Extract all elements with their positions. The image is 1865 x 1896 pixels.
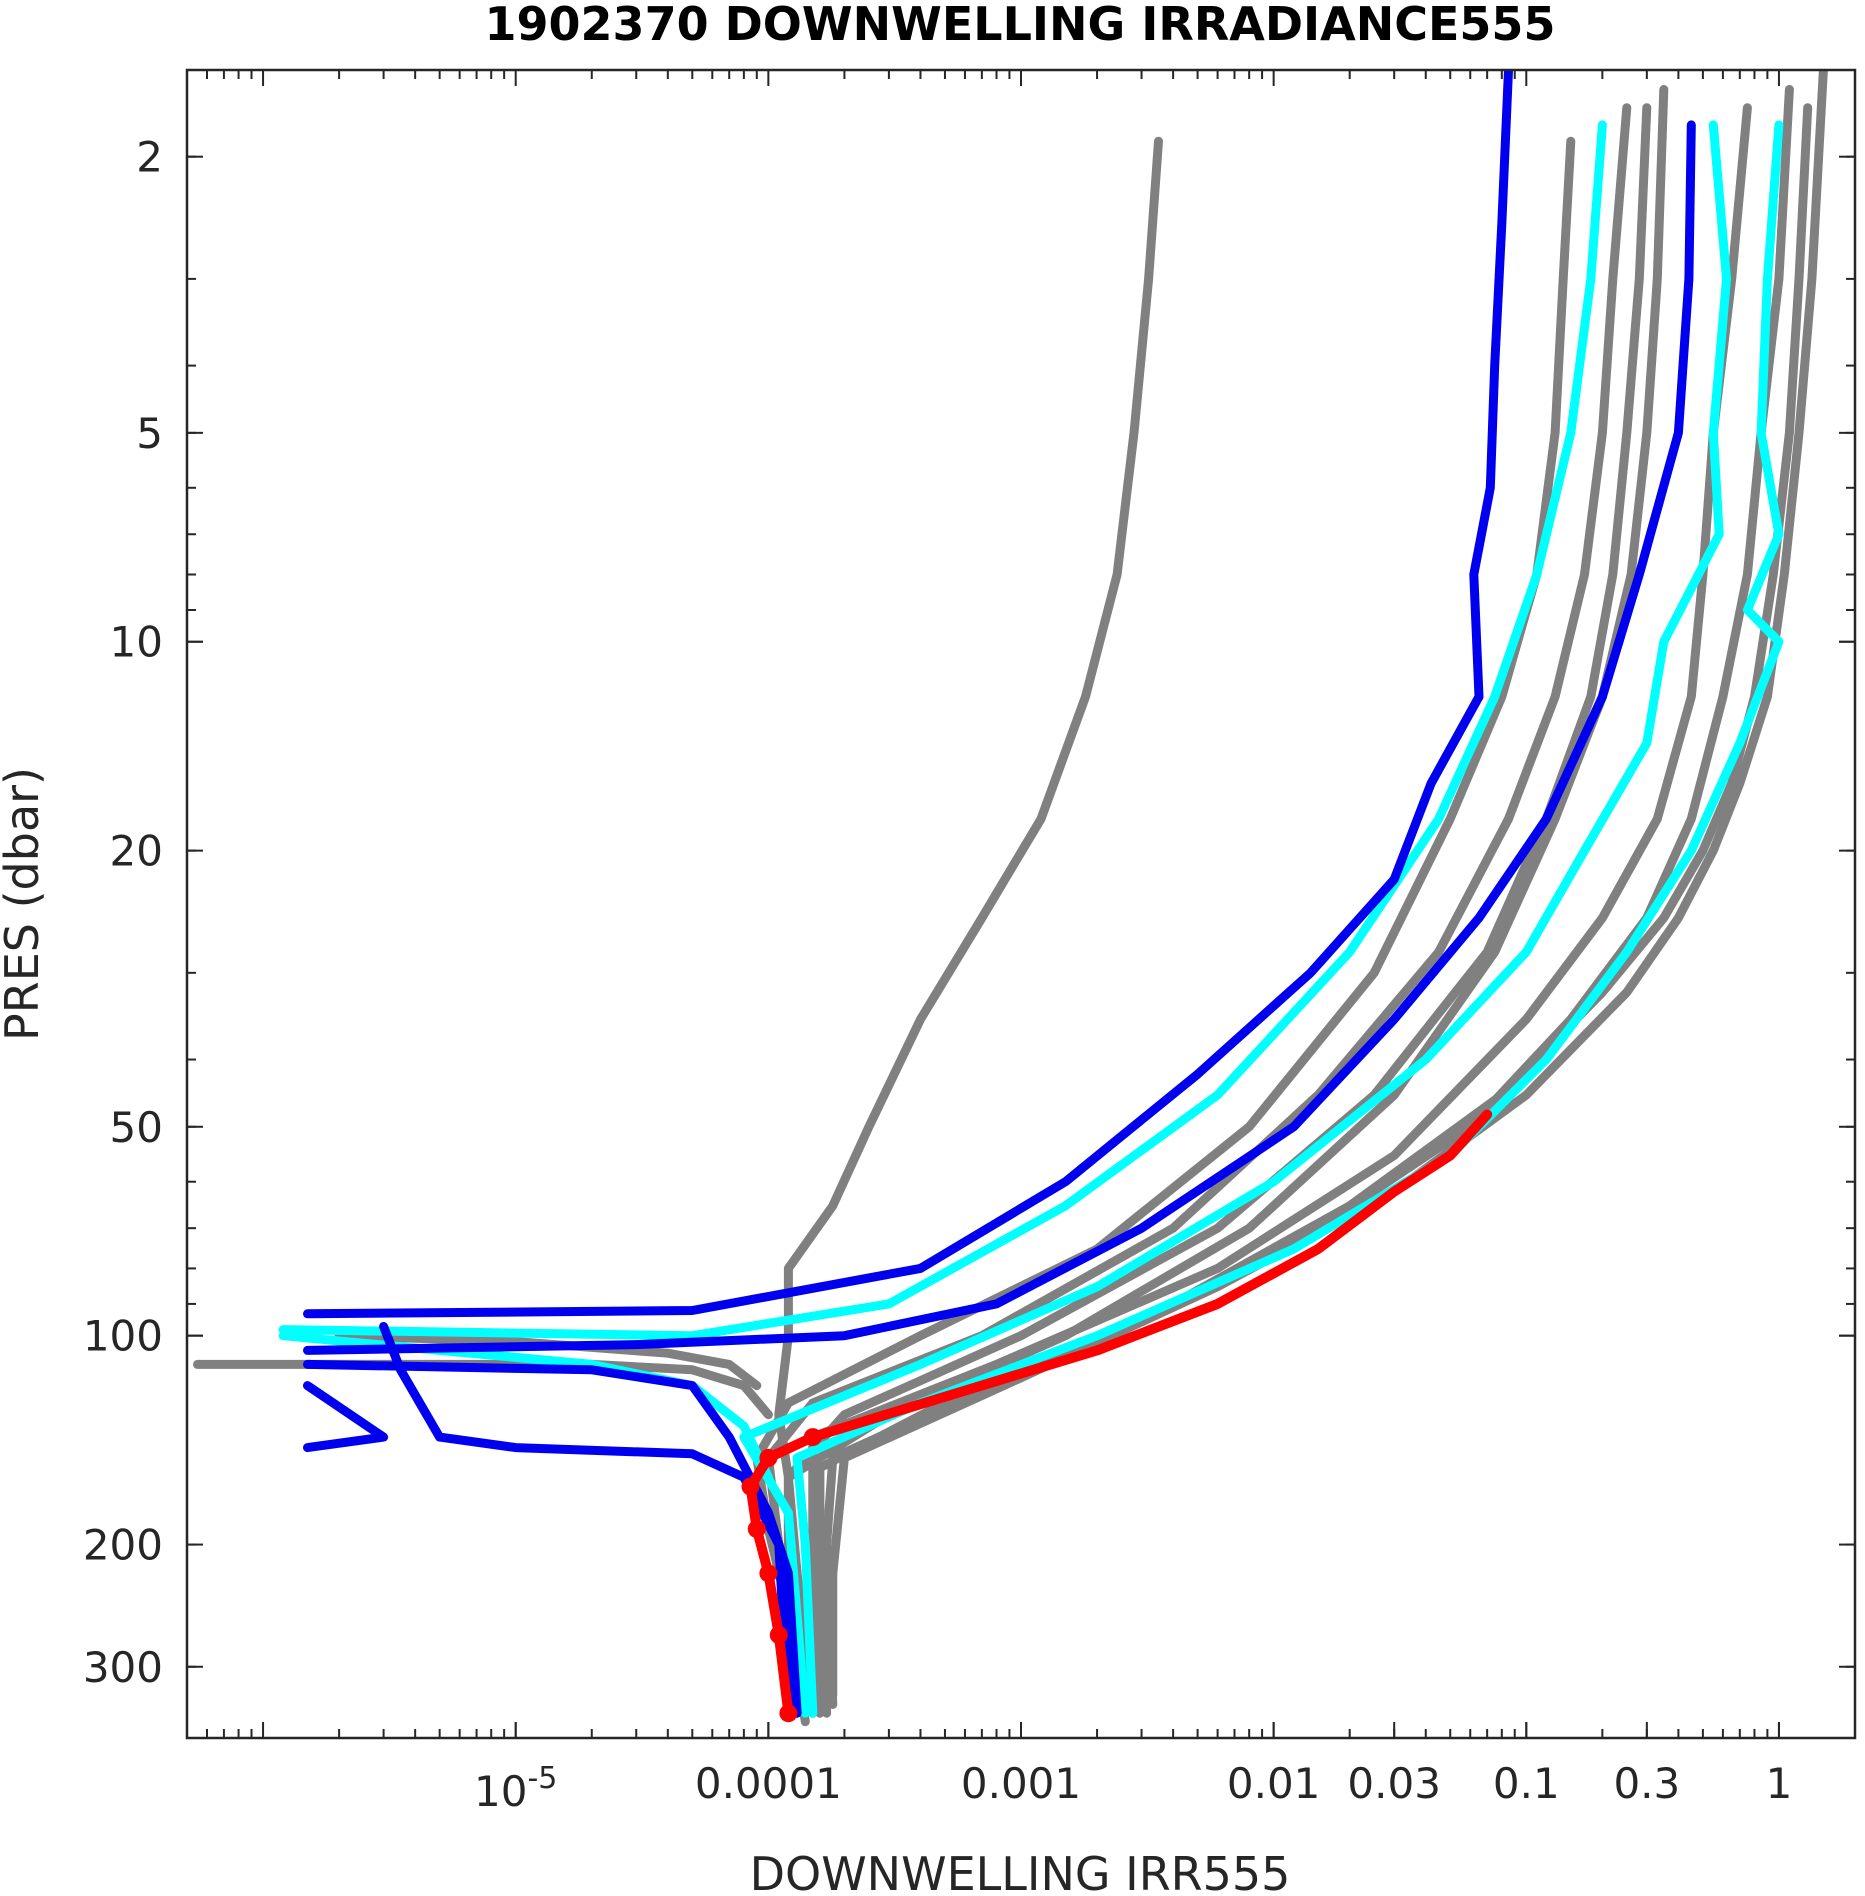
- plot-frame: [185, 68, 1857, 1740]
- ticks-layer: 2 5 10 20 50 100 200 300 10-5 0.0001 0.001 0.01 0.03…: [83, 70, 1856, 1816]
- y-tick-label: 2: [136, 133, 163, 182]
- series-line-gray-4: [783, 85, 1669, 1718]
- y-tick-label: 300: [83, 1643, 163, 1692]
- x-tick-label: 0.1: [1493, 1759, 1560, 1808]
- series-line-gray-6: [815, 85, 1794, 1718]
- series-line-gray-2: [763, 103, 1632, 1718]
- x-tick-label: 0.0001: [695, 1759, 842, 1808]
- x-tick-label: 0.3: [1613, 1759, 1680, 1808]
- y-tick-label: 100: [83, 1312, 163, 1361]
- series-marker-red-12: [769, 1626, 788, 1644]
- x-tick-label: 1: [1766, 1759, 1793, 1808]
- series-line-blue-12: [303, 120, 1696, 1355]
- series-marker-red-13: [779, 1704, 798, 1723]
- y-tick-label: 5: [136, 409, 163, 458]
- chart-title: 1902370 DOWNWELLING IRRADIANCE555: [485, 0, 1556, 51]
- x-tick-label: 10-5: [474, 1761, 557, 1816]
- x-axis-label: DOWNWELLING IRR555: [750, 1847, 1291, 1896]
- series-line-blue-15: [303, 1381, 389, 1453]
- series-line-cyan-17: [739, 120, 1731, 1718]
- series-line-gray-10: [334, 1331, 762, 1391]
- x-tick-label: 0.01: [1227, 1759, 1321, 1808]
- y-tick-label: 50: [110, 1103, 163, 1152]
- y-tick-label: 10: [110, 618, 163, 667]
- series-line-blue-14: [379, 1322, 793, 1718]
- series-marker-red-8: [759, 1448, 778, 1467]
- y-axis-label: PRES (dbar): [0, 767, 49, 1041]
- x-tick-label: 0.03: [1347, 1759, 1441, 1808]
- y-tick-label: 200: [83, 1521, 163, 1570]
- series-line-gray-8: [828, 70, 1828, 1700]
- y-tick-label: 20: [110, 827, 163, 876]
- series-line-blue-11: [303, 70, 1513, 1319]
- series-layer: [193, 70, 1828, 1727]
- series-line-cyan-16: [278, 120, 1607, 1341]
- series-marker-red-11: [759, 1564, 778, 1583]
- series-line-gray-7: [822, 103, 1813, 1709]
- series-line-blue-13: [303, 1359, 802, 1718]
- series-marker-red-10: [747, 1520, 766, 1539]
- x-tick-label: 0.001: [961, 1759, 1081, 1808]
- series-line-gray-0: [774, 136, 1163, 1727]
- series-marker-red-7: [803, 1428, 822, 1447]
- series-marker-red-9: [741, 1477, 760, 1496]
